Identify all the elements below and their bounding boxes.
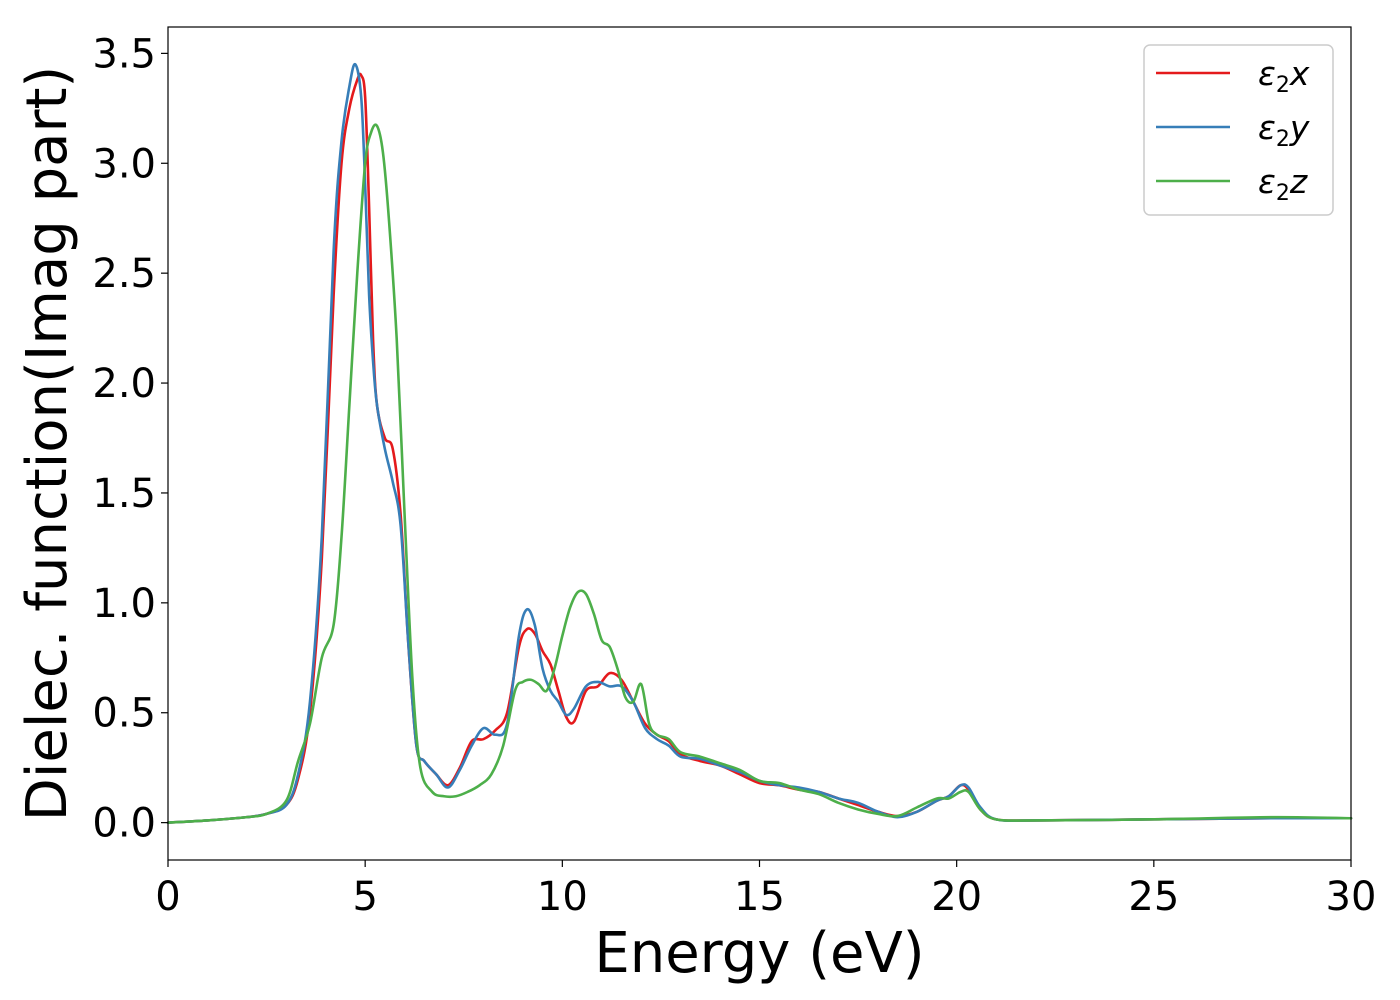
legend-box	[1143, 44, 1334, 216]
y-tick-label: 3.0	[92, 141, 156, 187]
y-axis-label: Dielec. function(Imag part)	[15, 66, 80, 822]
x-tick-label: 30	[1326, 874, 1377, 920]
y-tick-label: 1.0	[92, 581, 156, 627]
y-axis: 0.0 0.5 1.0 1.5 2.0 2.5 3.0 3.5	[92, 31, 168, 847]
y-tick-label: 3.5	[92, 31, 156, 77]
x-tick-label: 5	[352, 874, 377, 920]
legend: ε2x ε2y ε2z	[1143, 44, 1334, 216]
y-tick-label: 2.5	[92, 251, 156, 297]
y-tick-label: 1.5	[92, 471, 156, 517]
series-line-3	[166, 123, 1353, 824]
legend-label: ε2x	[1258, 54, 1310, 98]
x-axis-label: Energy (eV)	[594, 921, 924, 986]
x-tick-label: 0	[155, 874, 180, 920]
x-tick-label: 25	[1128, 874, 1179, 920]
y-tick-label: 2.0	[92, 361, 156, 407]
y-tick-label: 0.5	[92, 691, 156, 737]
x-tick-label: 10	[537, 874, 588, 920]
x-tick-label: 15	[734, 874, 785, 920]
legend-label: ε2y	[1258, 108, 1310, 152]
y-tick-label: 0.0	[92, 801, 156, 847]
series-lines	[166, 62, 1353, 824]
x-tick-label: 20	[931, 874, 982, 920]
x-axis: 0 5 10 15 20 25 30	[155, 860, 1376, 920]
legend-label: ε2z	[1258, 162, 1308, 206]
